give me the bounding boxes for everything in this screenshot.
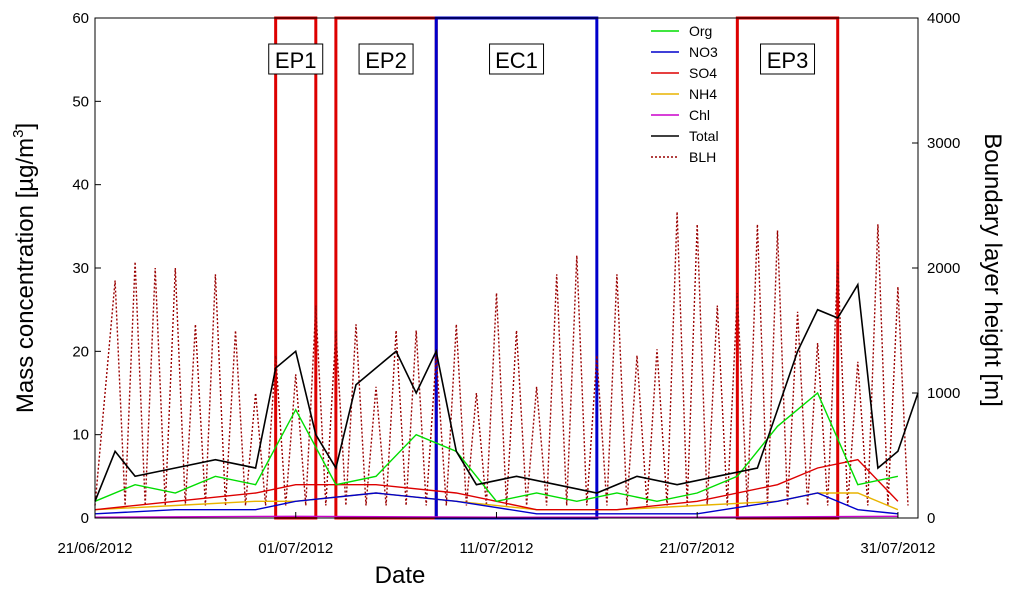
y2-tick-label: 3000: [927, 135, 960, 152]
series-line-so4: [94, 458, 899, 511]
period-label: EP3: [767, 48, 809, 73]
y2-tick-label: 4000: [927, 10, 960, 27]
legend: Org NO3 SO4 NH4 Chl Total BLH: [651, 23, 719, 165]
x-tick-label: 21/07/2012: [660, 540, 735, 557]
x-tick-label: 31/07/2012: [860, 540, 935, 557]
y-tick-label: 30: [72, 260, 89, 277]
series-line-org: [94, 391, 899, 503]
y-tick-label: 60: [72, 10, 89, 27]
period-labels: EP1 EP2 EC1 EP3: [268, 43, 816, 75]
y-axis-label-sup: 3: [10, 130, 27, 138]
y-tick-label: 10: [72, 427, 89, 444]
series-line-no3: [94, 492, 898, 515]
y-tick-label: 50: [72, 93, 89, 110]
axes: 0 10 20 30 40 50 60 0 1000 2000 3000 4000 21/06/2012…: [57, 10, 960, 557]
series-line-total: [94, 282, 919, 502]
legend-label-nh4: NH4: [689, 86, 717, 102]
x-axis-label: Date: [375, 562, 426, 589]
legend-label-so4: SO4: [689, 65, 717, 81]
y-axis-label-end: ]: [12, 123, 39, 130]
y2-axis-label: Boundary layer height [m]: [979, 133, 1006, 406]
period-box-ep1: [274, 16, 318, 520]
period-label: EP1: [275, 48, 317, 73]
period-boxes: [274, 16, 840, 520]
x-tick-label: 01/07/2012: [258, 540, 333, 557]
plot-frame: [94, 17, 919, 519]
y2-tick-label: 1000: [927, 385, 960, 402]
series-lines: [94, 211, 919, 518]
period-label: EP2: [365, 48, 407, 73]
y-tick-label: 20: [72, 343, 89, 360]
period-box-ec1: [434, 16, 599, 520]
x-tick-label: 11/07/2012: [459, 540, 533, 557]
y2-tick-label: 2000: [927, 260, 960, 277]
period-box-ep3: [735, 16, 840, 520]
period-label-box: [489, 43, 545, 75]
y2-tick-label: 0: [927, 510, 935, 527]
period-label-box: [760, 43, 816, 75]
period-label: EC1: [495, 48, 538, 73]
y-axis-label: Mass concentration [µg/m3]: [10, 123, 39, 413]
period-label-box: [358, 43, 414, 75]
legend-label-org: Org: [689, 23, 712, 39]
legend-label-no3: NO3: [689, 44, 718, 60]
period-box-ep2: [334, 16, 438, 520]
y-tick-label: 0: [81, 510, 89, 527]
legend-label-chl: Chl: [689, 107, 710, 123]
y-axis-label-main: Mass concentration [µg/m: [12, 138, 39, 413]
series-line-blh: [94, 211, 909, 506]
legend-label-blh: BLH: [689, 149, 716, 165]
x-tick-label: 21/06/2012: [57, 540, 132, 557]
legend-label-total: Total: [689, 128, 719, 144]
period-label-box: [268, 43, 324, 75]
y-tick-label: 40: [72, 177, 89, 194]
